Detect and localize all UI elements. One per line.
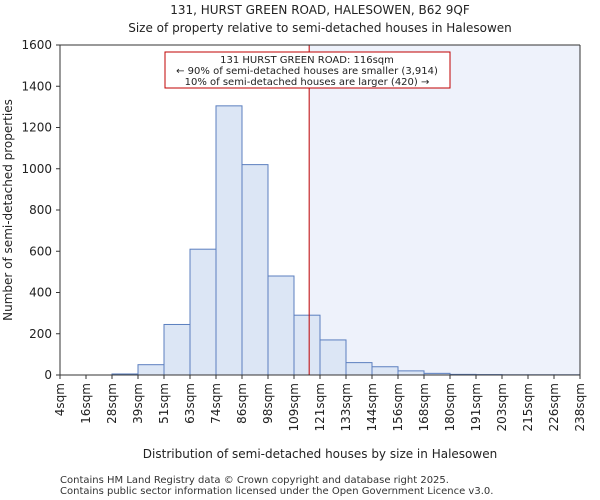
annotation-smaller: ← 90% of semi-detached houses are smalle…: [176, 66, 438, 77]
x-tick-label: 4sqm: [53, 383, 67, 416]
annotation-border: [164, 51, 451, 89]
x-tick-label: 28sqm: [105, 383, 119, 424]
y-tick-label: 200: [29, 327, 52, 341]
y-axis-label: Number of semi-detached properties: [1, 99, 15, 321]
bar-39sqm: [137, 364, 165, 376]
bar-156sqm: [397, 370, 425, 376]
x-tick-label: 74sqm: [209, 383, 223, 424]
bar-121sqm: [319, 339, 347, 376]
bar-109sqm: [293, 314, 321, 376]
x-tick-label: 133sqm: [339, 383, 353, 431]
bar-144sqm: [371, 366, 399, 376]
y-tick-label: 1600: [21, 38, 52, 52]
x-tick-label: 203sqm: [495, 383, 509, 431]
bar-74sqm: [215, 105, 243, 376]
bar-86sqm: [241, 164, 269, 376]
y-tick-label: 400: [29, 286, 52, 300]
chart-title-line1: 131, HURST GREEN ROAD, HALESOWEN, B62 9Q…: [170, 3, 470, 17]
x-tick-label: 180sqm: [443, 383, 457, 431]
bar-63sqm: [189, 248, 217, 376]
x-tick-label: 109sqm: [287, 383, 301, 431]
y-tick-label: 600: [29, 244, 52, 258]
y-tick-label: 1000: [21, 162, 52, 176]
x-tick-label: 168sqm: [417, 383, 431, 431]
chart-title-line2: Size of property relative to semi-detach…: [128, 21, 512, 35]
x-tick-label: 51sqm: [157, 383, 171, 424]
bar-98sqm: [267, 275, 295, 376]
y-tick-label: 0: [44, 368, 52, 382]
footer-line2: Contains public sector information licen…: [60, 486, 493, 497]
x-tick-label: 226sqm: [547, 383, 561, 431]
y-tick-label: 800: [29, 203, 52, 217]
x-tick-label: 121sqm: [313, 383, 327, 431]
bar-133sqm: [345, 362, 373, 376]
footer-line1: Contains HM Land Registry data © Crown c…: [60, 475, 449, 486]
x-tick-label: 238sqm: [573, 383, 587, 431]
annotation-title: 131 HURST GREEN ROAD: 116sqm: [220, 55, 394, 66]
x-tick-label: 98sqm: [261, 383, 275, 424]
x-tick-label: 144sqm: [365, 383, 379, 431]
x-tick-label: 39sqm: [131, 383, 145, 424]
x-tick-label: 16sqm: [79, 383, 93, 424]
y-tick-label: 1400: [21, 79, 52, 93]
annotation-box: 131 HURST GREEN ROAD: 116sqm ← 90% of se…: [164, 51, 451, 89]
x-tick-label: 156sqm: [391, 383, 405, 431]
x-tick-label: 86sqm: [235, 383, 249, 424]
x-tick-label: 191sqm: [469, 383, 483, 431]
larger-region-highlight: [309, 45, 580, 375]
x-tick-label: 63sqm: [183, 383, 197, 424]
x-axis-label: Distribution of semi-detached houses by …: [143, 447, 497, 461]
x-tick-label: 215sqm: [521, 383, 535, 431]
y-tick-label: 1200: [21, 121, 52, 135]
annotation-larger: 10% of semi-detached houses are larger (…: [185, 77, 430, 88]
bar-51sqm: [163, 323, 191, 376]
